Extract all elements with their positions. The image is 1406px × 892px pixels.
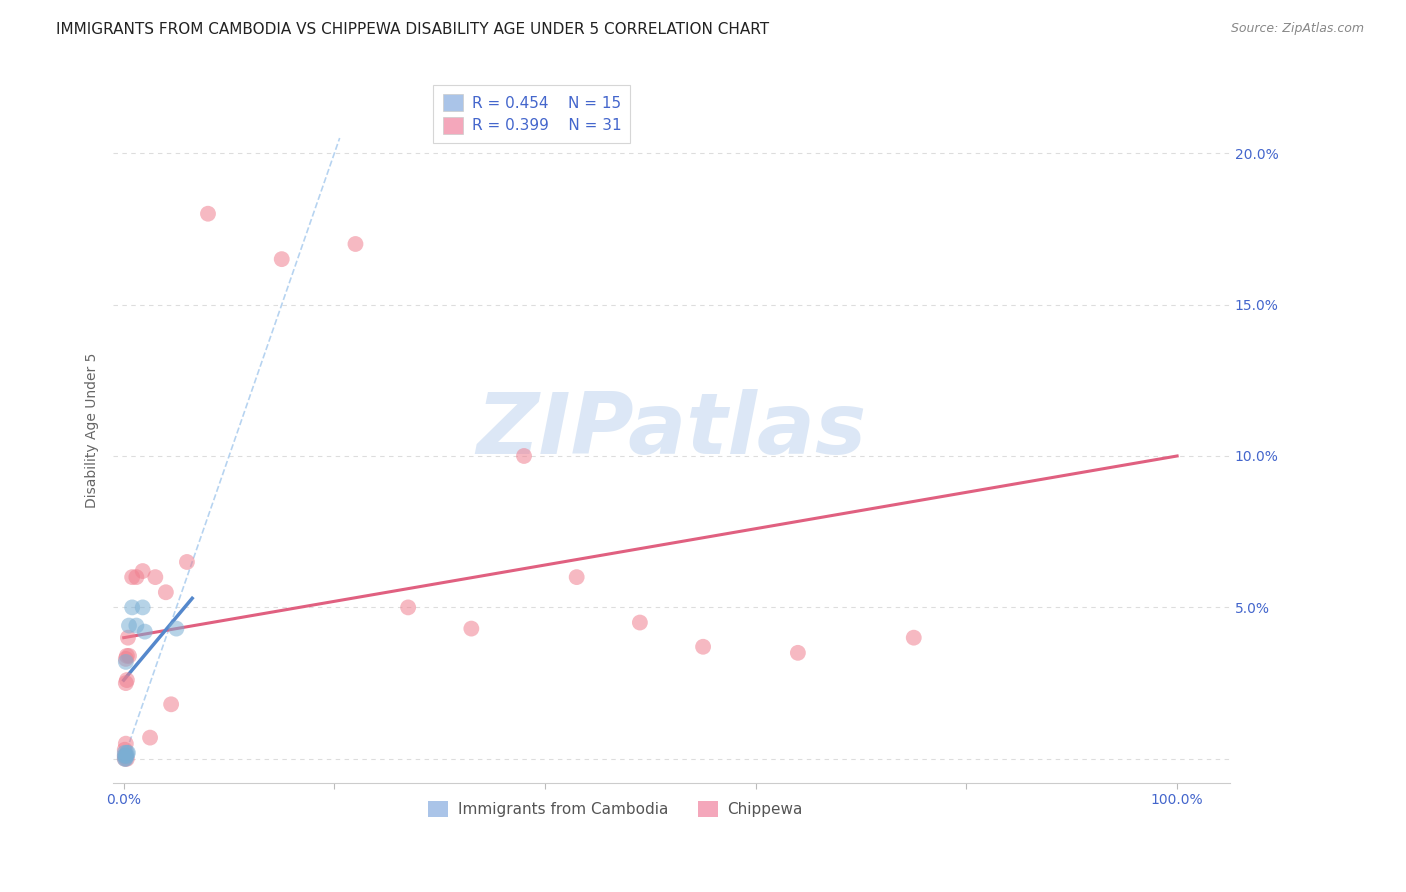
Point xyxy=(114,752,136,766)
Point xyxy=(114,746,136,760)
Point xyxy=(628,615,651,630)
Text: IMMIGRANTS FROM CAMBODIA VS CHIPPEWA DISABILITY AGE UNDER 5 CORRELATION CHART: IMMIGRANTS FROM CAMBODIA VS CHIPPEWA DIS… xyxy=(56,22,769,37)
Point xyxy=(114,748,136,763)
Point xyxy=(692,640,714,654)
Point xyxy=(513,449,536,463)
Point xyxy=(460,622,482,636)
Text: Source: ZipAtlas.com: Source: ZipAtlas.com xyxy=(1230,22,1364,36)
Point xyxy=(114,752,136,766)
Point xyxy=(115,673,138,687)
Point xyxy=(396,600,419,615)
Point xyxy=(121,600,143,615)
Point xyxy=(565,570,588,584)
Point xyxy=(125,618,148,632)
Point xyxy=(114,655,136,669)
Point xyxy=(134,624,156,639)
Point xyxy=(125,570,148,584)
Point xyxy=(114,676,136,690)
Point xyxy=(114,748,136,763)
Point xyxy=(117,631,139,645)
Legend: Immigrants from Cambodia, Chippewa: Immigrants from Cambodia, Chippewa xyxy=(420,793,810,825)
Point xyxy=(118,618,141,632)
Point xyxy=(121,570,143,584)
Point xyxy=(114,743,136,757)
Point xyxy=(139,731,162,745)
Point xyxy=(197,207,219,221)
Point xyxy=(115,746,138,760)
Point xyxy=(115,752,138,766)
Point xyxy=(903,631,925,645)
Point xyxy=(344,237,367,252)
Point xyxy=(160,698,183,712)
Point xyxy=(270,252,292,267)
Point xyxy=(155,585,177,599)
Point xyxy=(118,648,141,663)
Point xyxy=(115,648,138,663)
Point xyxy=(114,748,136,763)
Point xyxy=(165,622,187,636)
Point xyxy=(114,752,136,766)
Point xyxy=(143,570,166,584)
Point xyxy=(117,746,139,760)
Point xyxy=(114,748,136,763)
Text: ZIPatlas: ZIPatlas xyxy=(477,389,866,472)
Point xyxy=(131,564,153,578)
Point xyxy=(115,748,138,763)
Point xyxy=(114,737,136,751)
Point xyxy=(786,646,808,660)
Y-axis label: Disability Age Under 5: Disability Age Under 5 xyxy=(86,352,100,508)
Point xyxy=(131,600,153,615)
Point xyxy=(176,555,198,569)
Point xyxy=(114,652,136,666)
